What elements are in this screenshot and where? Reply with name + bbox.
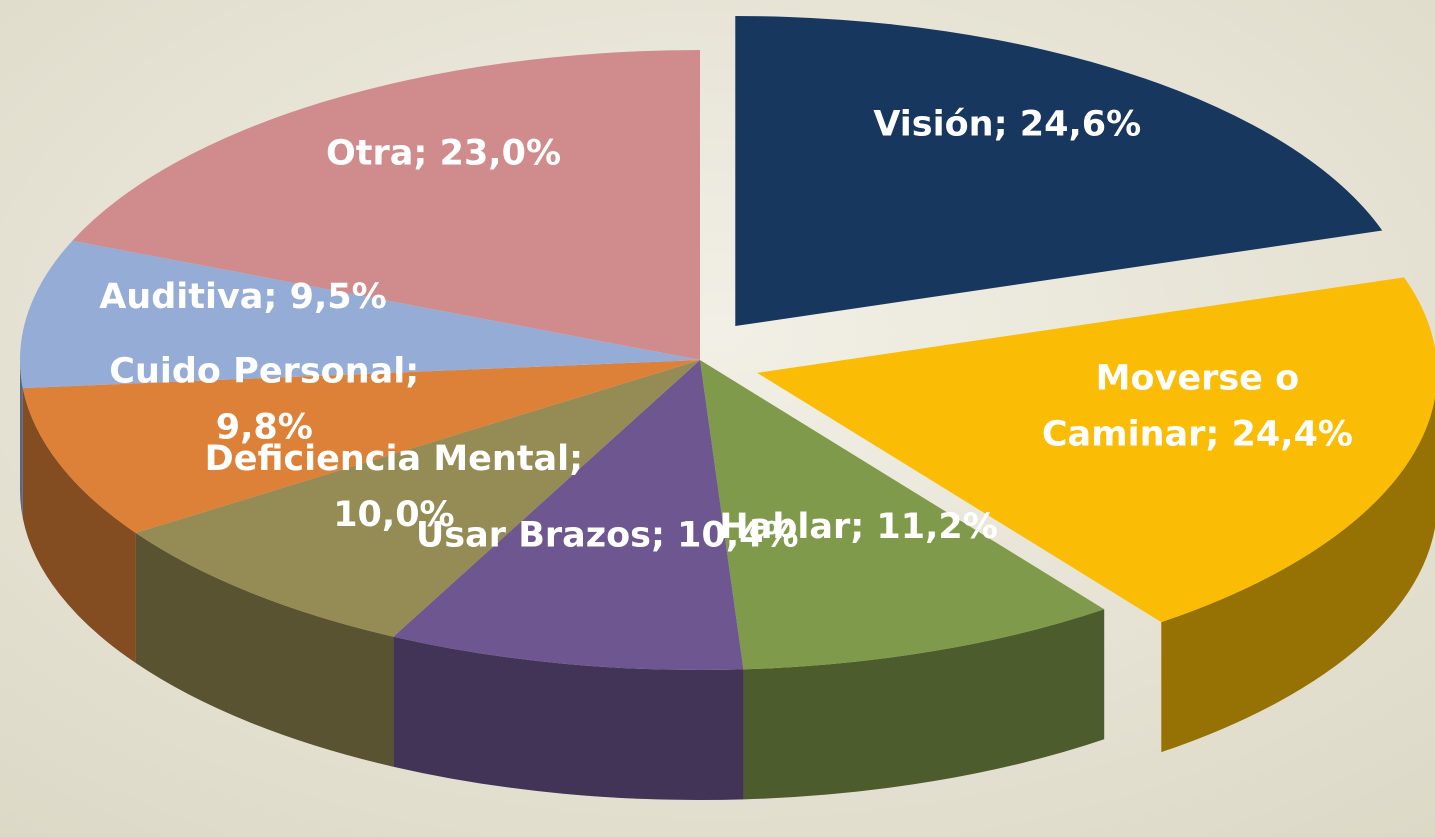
slice — [72, 50, 701, 360]
slice — [393, 360, 744, 670]
slice-side-shade — [393, 636, 744, 800]
slice-side-shade — [22, 388, 136, 663]
data-label: 10,0% — [333, 495, 454, 535]
slice — [735, 16, 1383, 327]
slice — [757, 277, 1435, 623]
slice — [19, 240, 700, 389]
slice-side-shade — [743, 609, 1105, 800]
slice-side-shade — [135, 532, 394, 767]
data-label: Caminar; 24,4% — [1042, 414, 1353, 454]
data-label: Hablar; 11,2% — [719, 507, 997, 547]
slice — [700, 360, 1105, 670]
data-label: Deficiencia Mental; — [205, 439, 584, 479]
data-label: 9,8% — [216, 408, 313, 448]
data-label: Auditiva; 9,5% — [99, 277, 386, 317]
slice-side — [20, 360, 23, 519]
slice-side — [743, 609, 1105, 800]
slice-side-shade — [20, 360, 23, 519]
slice — [22, 360, 700, 533]
slice-side — [1161, 396, 1435, 753]
data-label: Visión; 24,6% — [873, 105, 1141, 145]
slice-side — [22, 388, 136, 663]
slice-side — [393, 636, 744, 800]
slice-side-shade — [1161, 396, 1435, 753]
slice — [135, 360, 701, 637]
data-label: Moverse o — [1096, 358, 1300, 398]
data-label: Cuido Personal; — [109, 352, 419, 392]
data-label: Otra; 23,0% — [326, 134, 561, 174]
data-label: Usar Brazos; 10,4% — [416, 516, 799, 556]
slice-side — [135, 532, 394, 767]
